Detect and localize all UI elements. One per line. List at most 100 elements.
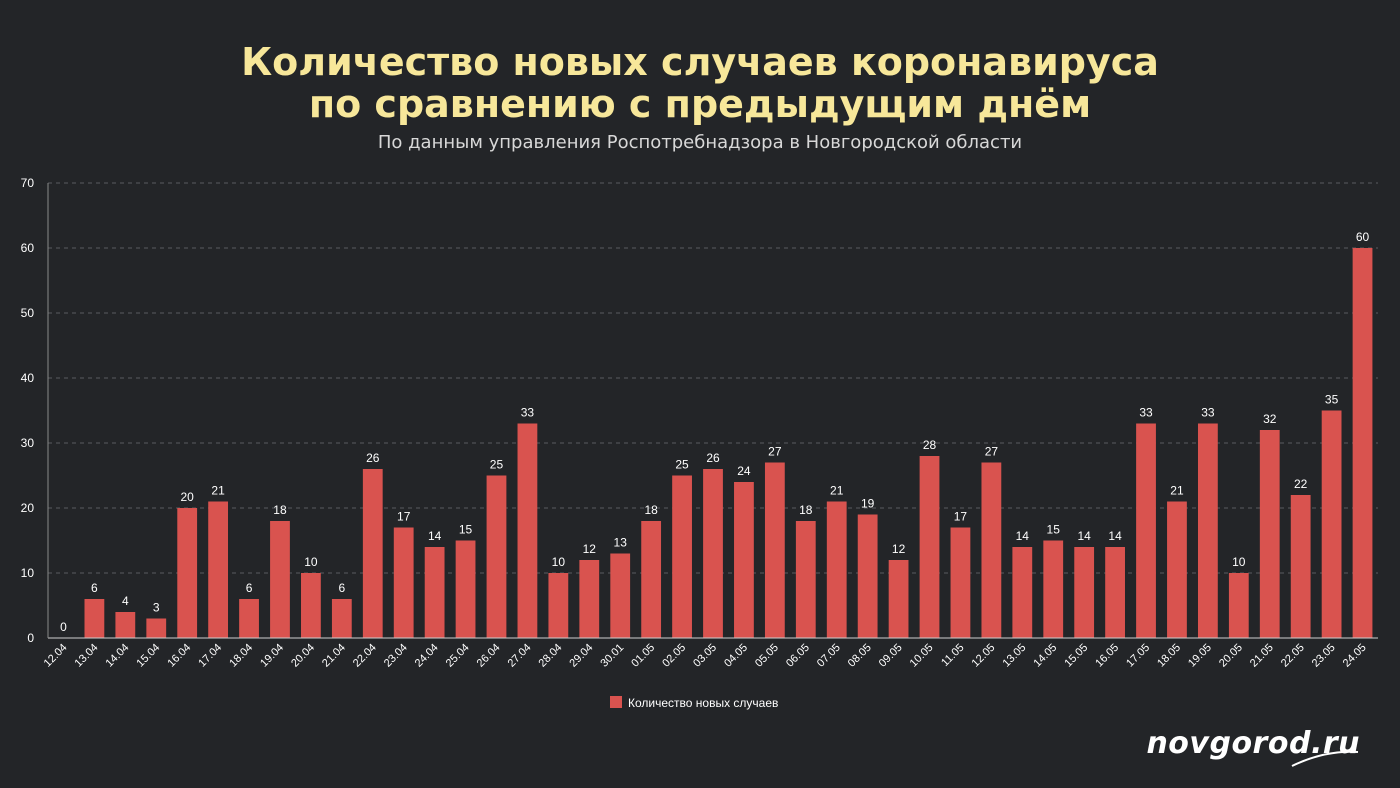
data-label: 35 — [1325, 393, 1339, 407]
bar[interactable] — [888, 560, 909, 638]
bar[interactable] — [1228, 573, 1249, 638]
bar[interactable] — [610, 553, 631, 639]
data-label: 20 — [181, 490, 195, 504]
legend-label: Количество новых случаев — [628, 696, 778, 710]
x-tick-label: 21.05 — [1248, 642, 1276, 670]
data-label: 4 — [122, 594, 129, 608]
bar[interactable] — [393, 527, 414, 639]
bar[interactable] — [764, 462, 785, 639]
bar[interactable] — [517, 423, 538, 639]
x-tick-label: 08.05 — [846, 642, 874, 670]
data-label: 17 — [954, 510, 968, 524]
x-tick-label: 18.05 — [1155, 642, 1183, 670]
y-axis-ticks: 0 10 20 30 40 50 60 70 — [21, 176, 35, 645]
bar[interactable] — [486, 475, 507, 639]
bar[interactable] — [826, 501, 847, 639]
y-tick-label: 70 — [21, 176, 35, 190]
bar[interactable] — [703, 469, 723, 638]
bar[interactable] — [177, 508, 198, 638]
bar[interactable] — [641, 521, 662, 638]
data-label: 14 — [1016, 529, 1030, 543]
bar[interactable] — [548, 573, 569, 638]
bar[interactable] — [857, 514, 878, 639]
data-label: 21 — [211, 484, 225, 498]
x-tick-label: 25.04 — [444, 642, 472, 670]
bar[interactable] — [84, 599, 105, 638]
data-label: 14 — [1108, 529, 1122, 543]
x-axis-ticks: 12.04 13.04 14.04 15.04 16.04 17.04 18.04 19.04… — [42, 642, 1369, 670]
x-tick-label: 12.04 — [42, 642, 70, 670]
x-tick-label: 09.05 — [877, 642, 905, 670]
bar[interactable] — [455, 540, 476, 639]
bar[interactable] — [795, 521, 816, 638]
bar[interactable] — [239, 599, 259, 638]
y-tick-label: 40 — [21, 371, 35, 385]
x-tick-label: 24.05 — [1341, 642, 1369, 670]
value-labels: 0 6 4 3 20 21 6 18 10 6 26 17 14 15 25 33 10 12 13 18 25 26 24… — [60, 230, 1369, 634]
data-label: 12 — [583, 542, 597, 556]
x-tick-label: 01.05 — [629, 642, 657, 670]
data-label: 0 — [60, 620, 67, 634]
logo-swoosh-icon — [1291, 750, 1359, 767]
data-label: 33 — [1139, 406, 1153, 420]
legend[interactable]: Количество новых случаев — [610, 696, 778, 710]
x-tick-label: 10.05 — [908, 642, 936, 670]
bar[interactable] — [579, 560, 600, 638]
bar[interactable] — [1197, 423, 1218, 639]
data-label: 24 — [737, 464, 751, 478]
bar[interactable] — [301, 573, 321, 638]
x-tick-label: 22.04 — [351, 642, 379, 670]
data-label: 6 — [246, 581, 253, 595]
bar[interactable] — [1352, 248, 1373, 638]
data-label: 27 — [768, 445, 782, 459]
data-label: 28 — [923, 438, 937, 452]
x-tick-label: 11.05 — [939, 642, 966, 669]
bar[interactable] — [981, 462, 1002, 639]
bar[interactable] — [270, 521, 290, 638]
data-label: 26 — [366, 451, 380, 465]
data-label: 21 — [830, 484, 844, 498]
data-label: 13 — [614, 536, 628, 550]
x-tick-label: 19.04 — [258, 642, 286, 670]
data-label: 14 — [428, 529, 442, 543]
data-label: 18 — [644, 503, 658, 517]
bar[interactable] — [208, 501, 229, 639]
data-label: 10 — [304, 555, 318, 569]
data-label: 18 — [273, 503, 287, 517]
bar[interactable] — [1105, 547, 1125, 638]
bar[interactable] — [1321, 410, 1342, 639]
x-tick-label: 29.04 — [567, 642, 595, 670]
bar[interactable] — [1290, 495, 1311, 638]
x-tick-label: 24.04 — [413, 642, 441, 670]
bar[interactable] — [115, 612, 136, 638]
x-tick-label: 18.04 — [227, 642, 255, 670]
bar[interactable] — [1043, 540, 1064, 639]
bar[interactable] — [331, 599, 352, 638]
x-tick-label: 22.05 — [1279, 642, 1307, 670]
bar[interactable] — [1167, 501, 1187, 639]
x-tick-label: 02.05 — [660, 642, 688, 670]
bar[interactable] — [362, 469, 383, 638]
bar[interactable] — [146, 618, 167, 639]
bar[interactable] — [734, 482, 754, 638]
data-label: 33 — [1201, 406, 1215, 420]
x-tick-label: 16.05 — [1093, 642, 1121, 670]
chart-title-line1: Количество новых случаев коронавируса — [241, 40, 1159, 84]
x-tick-label: 14.05 — [1031, 642, 1059, 670]
x-tick-label: 05.05 — [753, 642, 781, 670]
bar[interactable] — [919, 456, 940, 638]
bar[interactable] — [950, 527, 971, 639]
data-label: 15 — [459, 523, 473, 537]
bar[interactable] — [1136, 423, 1156, 639]
data-label: 32 — [1263, 412, 1277, 426]
bar[interactable] — [424, 547, 445, 638]
bar[interactable] — [1012, 547, 1033, 638]
bars — [84, 248, 1373, 639]
x-tick-label: 03.05 — [691, 642, 719, 670]
bar[interactable] — [1074, 547, 1095, 638]
y-tick-label: 0 — [27, 631, 34, 645]
x-tick-label: 20.04 — [289, 642, 317, 670]
bar[interactable] — [672, 475, 692, 639]
bar[interactable] — [1259, 430, 1280, 638]
x-tick-label: 16.04 — [165, 642, 193, 670]
